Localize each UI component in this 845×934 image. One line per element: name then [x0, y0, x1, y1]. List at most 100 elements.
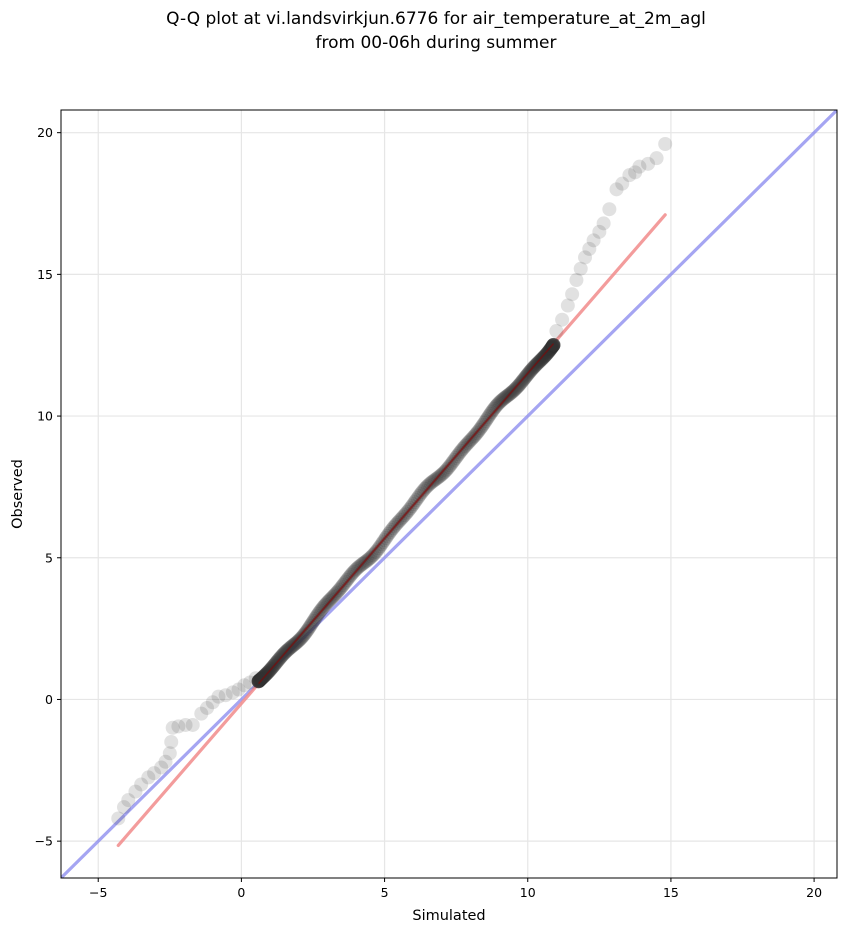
- quantile-point: [492, 395, 507, 410]
- quantile-point: [543, 342, 558, 357]
- quantile-point: [493, 394, 508, 409]
- quantile-point: [348, 563, 363, 578]
- quantile-point: [373, 539, 388, 554]
- quantile-point: [544, 340, 559, 355]
- quantile-point: [596, 216, 611, 231]
- quantile-point: [231, 682, 246, 697]
- quantile-point: [543, 341, 558, 356]
- quantile-point: [302, 620, 317, 635]
- chart-title-line-2: from 00-06h during summer: [316, 33, 557, 53]
- grid-lines: [61, 110, 837, 878]
- quantile-point: [615, 176, 630, 191]
- quantile-point: [436, 466, 451, 481]
- quantile-point: [315, 600, 330, 615]
- quantile-point: [422, 477, 437, 492]
- quantile-point: [440, 461, 455, 476]
- quantile-point: [253, 672, 268, 687]
- quantile-point: [543, 341, 558, 356]
- quantile-point: [252, 673, 267, 688]
- quantile-point: [346, 564, 361, 579]
- quantile-point: [339, 572, 354, 587]
- quantile-point: [410, 491, 425, 506]
- quantile-point: [294, 630, 309, 645]
- y-tick-label: 0: [45, 692, 53, 707]
- quantile-point: [253, 672, 268, 687]
- quantile-point: [447, 452, 462, 467]
- quantile-point: [586, 233, 601, 248]
- quantile-point: [535, 351, 550, 366]
- quantile-point: [420, 478, 435, 493]
- quantile-point: [128, 784, 143, 799]
- y-tick-label: 5: [45, 550, 53, 565]
- quantile-point: [542, 343, 557, 358]
- quantile-point: [412, 489, 427, 504]
- quantile-point: [537, 349, 552, 364]
- quantile-point: [602, 202, 617, 217]
- quantile-point: [538, 347, 553, 362]
- quantile-point: [434, 467, 449, 482]
- quantile-point: [319, 596, 334, 611]
- quantile-point: [194, 706, 209, 721]
- quantile-point: [178, 717, 193, 732]
- y-tick-label: 10: [37, 409, 53, 424]
- quantile-point: [345, 566, 360, 581]
- quantile-point: [368, 544, 383, 559]
- quantile-point: [535, 351, 550, 366]
- quantile-point: [495, 392, 510, 407]
- quantile-point: [154, 760, 169, 775]
- quantile-point: [414, 485, 429, 500]
- plot-frame: [60, 109, 838, 879]
- quantile-point: [534, 352, 549, 367]
- quantile-point: [342, 569, 357, 584]
- x-tick-label: 10: [520, 885, 536, 900]
- quantile-point: [287, 637, 302, 652]
- quantile-point: [498, 390, 513, 405]
- identity-line: [61, 110, 837, 878]
- quantile-point: [632, 159, 647, 174]
- quantile-point: [288, 636, 303, 651]
- axis-ticks: −5 0 5 10 15 20 −5 0 5 10 15 20: [35, 125, 823, 900]
- quantile-point: [622, 168, 637, 183]
- quantile-point: [539, 346, 554, 361]
- quantile-point: [544, 340, 559, 355]
- quantile-point: [641, 156, 656, 171]
- quantile-point: [252, 673, 267, 688]
- quantile-point: [252, 673, 267, 688]
- quantile-point: [286, 637, 301, 652]
- quantile-point: [343, 567, 358, 582]
- quantile-point: [317, 599, 332, 614]
- quantile-point: [416, 483, 431, 498]
- quantile-point: [147, 766, 162, 781]
- quantile-point: [303, 619, 318, 634]
- quantile-point: [375, 535, 390, 550]
- quantile-point: [318, 597, 333, 612]
- quantile-point: [445, 454, 460, 469]
- x-axis-label: Simulated: [412, 908, 485, 924]
- quantile-point: [320, 595, 335, 610]
- quantile-point: [542, 344, 557, 359]
- quantile-point: [360, 553, 375, 568]
- quantile-point: [560, 298, 575, 313]
- quantile-point: [252, 673, 267, 688]
- quantile-point: [419, 480, 434, 495]
- y-tick-label: 15: [37, 267, 53, 282]
- quantile-point: [483, 406, 498, 421]
- quantile-point: [540, 345, 555, 360]
- quantile-point: [341, 571, 356, 586]
- quantile-point: [252, 673, 267, 688]
- quantile-point: [251, 673, 266, 688]
- quantile-point: [121, 793, 136, 808]
- quantile-point: [367, 546, 382, 561]
- quantile-point: [251, 674, 266, 689]
- quantile-point: [363, 550, 378, 565]
- quantile-point: [565, 287, 580, 302]
- quantile-point: [374, 537, 389, 552]
- quantile-point: [251, 674, 266, 689]
- plot-area: [61, 110, 837, 878]
- quantile-point: [251, 674, 266, 689]
- quantile-point: [252, 673, 267, 688]
- quantile-point: [534, 352, 549, 367]
- quantile-point: [536, 350, 551, 365]
- quantile-point: [482, 408, 497, 423]
- quantile-point: [158, 754, 173, 769]
